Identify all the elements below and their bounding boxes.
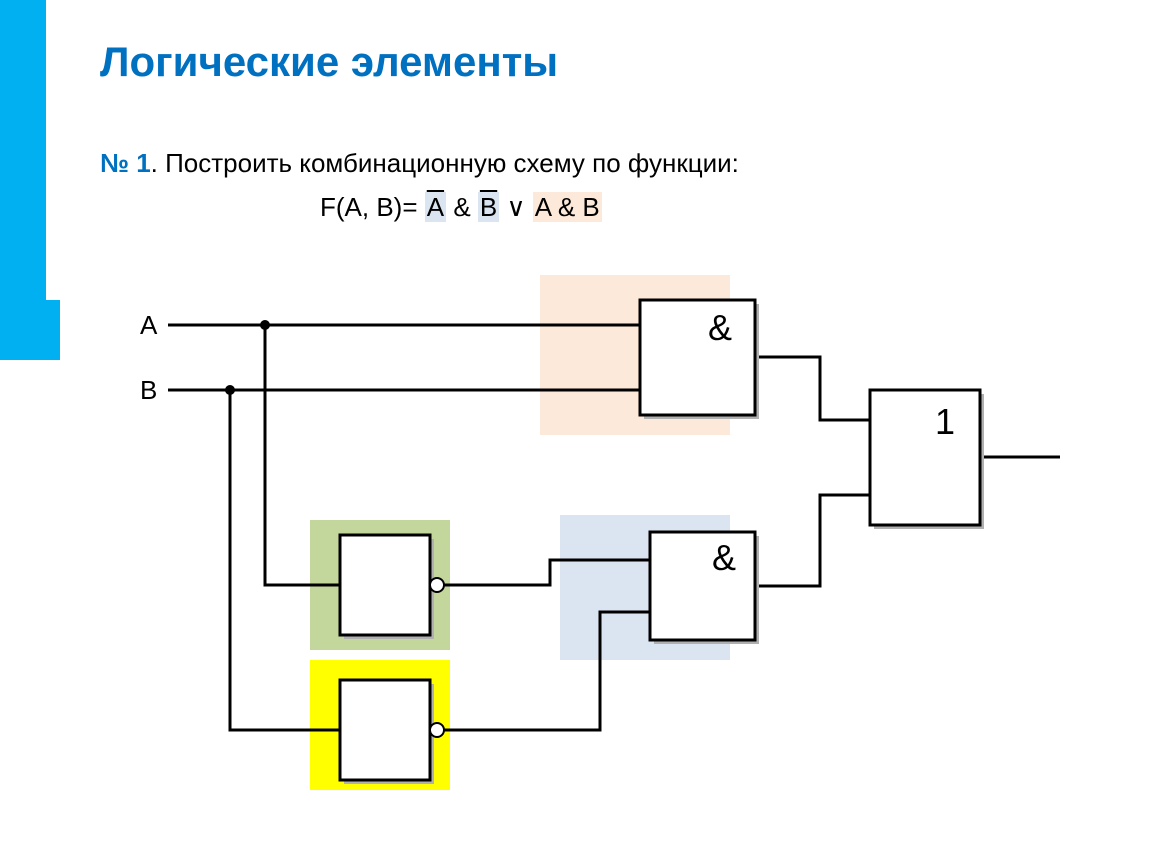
task-number: № 1 xyxy=(100,148,151,178)
input-label-B: B xyxy=(140,375,157,405)
and2-gate xyxy=(650,532,755,640)
not2-gate xyxy=(340,680,430,780)
sidebar-accent-top xyxy=(0,0,46,300)
wire-7 xyxy=(755,495,870,586)
formula-or: ∨ xyxy=(499,192,532,222)
or-gate xyxy=(870,390,980,525)
formula-a-bar: A xyxy=(425,192,446,222)
task-line: № 1. Построить комбинационную схему по ф… xyxy=(100,148,739,179)
junction-1 xyxy=(225,385,235,395)
input-label-A: A xyxy=(140,310,158,340)
formula-b-bar: B xyxy=(478,192,499,222)
and1-label: & xyxy=(708,307,732,348)
and2-label: & xyxy=(712,537,736,578)
formula-prefix: F(A, B)= xyxy=(320,192,425,222)
not1-bubble xyxy=(430,578,444,592)
logic-diagram: & & 1 A B xyxy=(100,260,1100,860)
or-label: 1 xyxy=(935,401,955,442)
formula-ab: A & B xyxy=(533,192,602,222)
junction-0 xyxy=(260,320,270,330)
not1-gate xyxy=(340,535,430,635)
formula-amp1: & xyxy=(446,192,478,222)
task-text: . Построить комбинационную схему по функ… xyxy=(151,148,739,178)
and1-gate xyxy=(640,300,755,415)
wire-6 xyxy=(755,357,870,420)
sidebar-accent-bottom xyxy=(0,300,60,360)
slide-title: Логические элементы xyxy=(100,38,558,86)
not2-bubble xyxy=(430,723,444,737)
formula: F(A, B)= A & B ∨ A & B xyxy=(320,192,602,223)
